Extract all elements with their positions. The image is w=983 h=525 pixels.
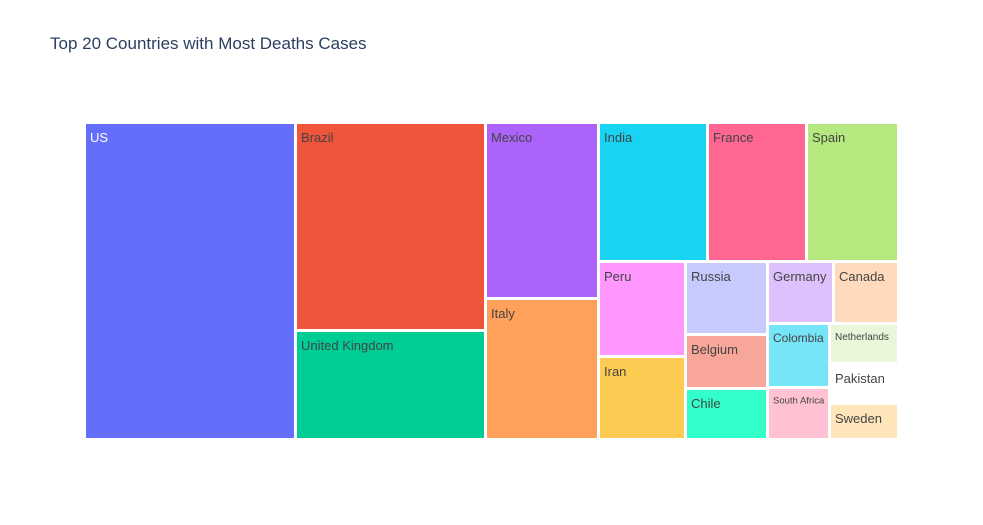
tile-label-india: India — [604, 130, 633, 145]
tile-label-canada: Canada — [839, 269, 885, 284]
tile-label-belgium: Belgium — [691, 342, 738, 357]
tile-peru[interactable]: Peru — [600, 263, 684, 355]
tile-netherlands[interactable]: Netherlands — [831, 325, 897, 362]
tile-rect-brazil[interactable] — [297, 124, 484, 329]
tile-rect-chile[interactable] — [687, 390, 766, 438]
tile-rect-russia[interactable] — [687, 263, 766, 333]
tile-chile[interactable]: Chile — [687, 390, 766, 438]
tile-russia[interactable]: Russia — [687, 263, 766, 333]
tile-label-germany: Germany — [773, 269, 827, 284]
tile-label-netherlands: Netherlands — [835, 332, 889, 343]
tile-rect-mexico[interactable] — [487, 124, 597, 297]
tile-rect-belgium[interactable] — [687, 336, 766, 387]
tile-label-peru: Peru — [604, 269, 631, 284]
tile-rect-iran[interactable] — [600, 358, 684, 438]
tile-pakistan[interactable]: Pakistan — [831, 365, 897, 402]
tile-label-italy: Italy — [491, 306, 515, 321]
tile-label-chile: Chile — [691, 396, 721, 411]
chart-title: Top 20 Countries with Most Deaths Cases — [50, 34, 367, 53]
tile-spain[interactable]: Spain — [808, 124, 897, 260]
tile-rect-france[interactable] — [709, 124, 805, 260]
tile-label-iran: Iran — [604, 364, 626, 379]
tile-label-pakistan: Pakistan — [835, 371, 885, 386]
tile-france[interactable]: France — [709, 124, 805, 260]
tile-germany[interactable]: Germany — [769, 263, 832, 322]
tile-us[interactable]: US — [86, 124, 294, 438]
tile-brazil[interactable]: Brazil — [297, 124, 484, 329]
tile-label-sweden: Sweden — [835, 411, 882, 426]
tile-rect-pakistan[interactable] — [831, 365, 897, 402]
tile-rect-sweden[interactable] — [831, 405, 897, 438]
tile-canada[interactable]: Canada — [835, 263, 897, 322]
tile-south-africa[interactable]: South Africa — [769, 389, 828, 438]
tile-iran[interactable]: Iran — [600, 358, 684, 438]
tile-rect-colombia[interactable] — [769, 325, 828, 386]
tile-label-russia: Russia — [691, 269, 732, 284]
tile-label-france: France — [713, 130, 753, 145]
tile-rect-india[interactable] — [600, 124, 706, 260]
tile-italy[interactable]: Italy — [487, 300, 597, 438]
tile-belgium[interactable]: Belgium — [687, 336, 766, 387]
tile-rect-peru[interactable] — [600, 263, 684, 355]
tile-rect-italy[interactable] — [487, 300, 597, 438]
tile-label-spain: Spain — [812, 130, 845, 145]
tile-india[interactable]: India — [600, 124, 706, 260]
tile-rect-south-africa[interactable] — [769, 389, 828, 438]
tile-rect-spain[interactable] — [808, 124, 897, 260]
tile-colombia[interactable]: Colombia — [769, 325, 828, 386]
tile-rect-netherlands[interactable] — [831, 325, 897, 362]
tile-label-south-africa: South Africa — [773, 396, 825, 407]
tile-sweden[interactable]: Sweden — [831, 405, 897, 438]
tile-label-united-kingdom: United Kingdom — [301, 338, 394, 353]
tile-mexico[interactable]: Mexico — [487, 124, 597, 297]
tile-label-us: US — [90, 130, 108, 145]
tile-rect-us[interactable] — [86, 124, 294, 438]
tile-label-colombia: Colombia — [773, 331, 824, 345]
tile-label-mexico: Mexico — [491, 130, 532, 145]
tile-rect-germany[interactable] — [769, 263, 832, 322]
tile-label-brazil: Brazil — [301, 130, 334, 145]
tile-united-kingdom[interactable]: United Kingdom — [297, 332, 484, 438]
tile-rect-canada[interactable] — [835, 263, 897, 322]
tile-rect-united-kingdom[interactable] — [297, 332, 484, 438]
